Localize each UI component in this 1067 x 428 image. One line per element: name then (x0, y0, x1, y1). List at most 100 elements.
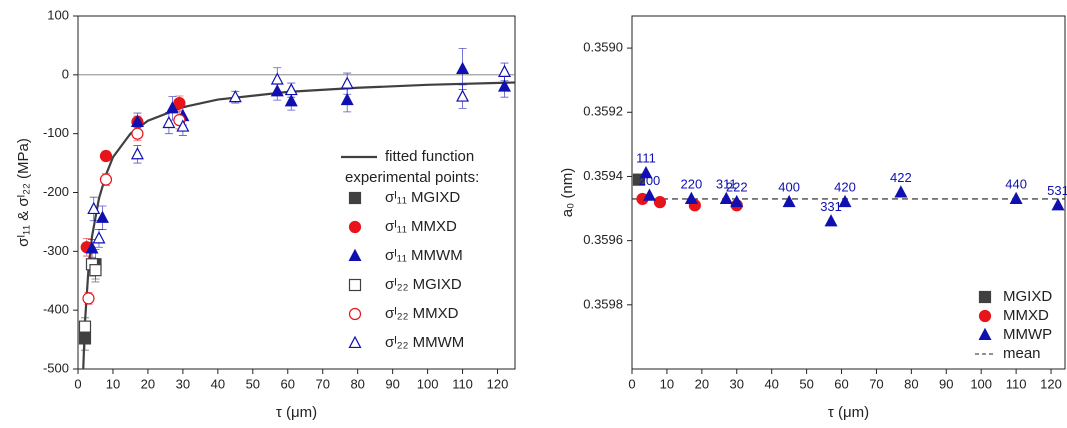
legend-key (348, 278, 362, 292)
legend-key (348, 335, 362, 349)
y-tick-label: 0 (62, 66, 69, 81)
data-point (632, 173, 646, 186)
data-point (173, 96, 186, 110)
x-tick-label: 90 (385, 376, 399, 391)
data-point (684, 191, 698, 204)
legend-label: σᴵ₂₂ MGIXD (385, 276, 462, 293)
legend-label: σᴵ₂₂ MMWM (385, 334, 464, 351)
x-tick-label: 60 (281, 376, 295, 391)
data-point (498, 79, 512, 92)
legend-heading: experimental points: (345, 169, 479, 186)
data-point (92, 231, 106, 244)
data-point (730, 194, 744, 208)
x-axis-title: τ (μm) (276, 404, 317, 421)
data-point (78, 320, 92, 333)
y-tick-label: -400 (43, 302, 69, 317)
legend-label: σᴵ₁₁ MMXD (385, 218, 457, 235)
y-axis-title: σᴵ₁₁ & σᴵ₂₂ (MPa) (15, 138, 32, 247)
y-tick-label: -200 (43, 184, 69, 199)
x-tick-label: 110 (452, 376, 473, 391)
y-tick-label: 0.3596 (583, 232, 623, 247)
x-tick-label: 70 (315, 376, 329, 391)
y-axis-title: a₀ (nm) (559, 168, 576, 218)
plot-frame (77, 15, 516, 370)
y-tick-label: -300 (43, 243, 69, 258)
legend-label: fitted function (385, 148, 474, 165)
x-tick-label: 120 (1040, 376, 1062, 391)
y-tick-label: 0.3590 (583, 40, 623, 55)
data-point (99, 149, 113, 163)
data-point (894, 185, 908, 198)
x-tick-label: 100 (970, 376, 992, 391)
data-point (456, 89, 470, 102)
x-tick-label: 50 (799, 376, 813, 391)
x-tick-label: 60 (834, 376, 848, 391)
data-point (642, 188, 656, 201)
point-label: 200 (639, 173, 661, 188)
y-tick-label: 100 (47, 7, 69, 22)
legend-key (348, 248, 362, 262)
data-point (838, 194, 852, 208)
x-tick-label: 70 (869, 376, 883, 391)
data-point (284, 94, 298, 107)
data-point (824, 214, 838, 227)
x-tick-label: 100 (417, 376, 439, 391)
legend-key (348, 220, 362, 234)
data-point (719, 191, 733, 204)
y-tick-label: 0.3592 (583, 104, 623, 119)
x-tick-label: 120 (487, 376, 509, 391)
data-point (270, 84, 284, 97)
point-label: 222 (726, 180, 748, 195)
x-tick-label: 0 (628, 376, 635, 391)
data-point (87, 201, 101, 215)
point-label: 111 (636, 151, 656, 166)
plot-frame (631, 15, 1066, 370)
x-tick-label: 40 (764, 376, 778, 391)
point-label: 311 (716, 176, 737, 191)
data-point (176, 119, 190, 132)
x-tick-label: 20 (695, 376, 709, 391)
data-point (228, 89, 242, 103)
data-point (653, 196, 667, 209)
legend-label: MGIXD (1003, 288, 1052, 305)
data-point (340, 76, 354, 89)
data-point (89, 264, 102, 277)
point-label: 440 (1005, 176, 1027, 191)
point-label: 531 (1047, 183, 1067, 198)
data-point (498, 64, 512, 77)
point-label: 422 (890, 170, 912, 185)
x-tick-label: 50 (246, 376, 260, 391)
legend-label: MMXD (1003, 307, 1049, 324)
data-point (162, 115, 176, 129)
point-label: 420 (834, 180, 856, 195)
y-tick-label: 0.3598 (583, 296, 623, 311)
data-point (270, 72, 284, 85)
data-point (284, 82, 298, 96)
data-point (99, 173, 113, 186)
legend-key (978, 290, 992, 304)
y-tick-label: -500 (43, 360, 69, 375)
point-label: 220 (681, 176, 703, 191)
legend-label: σᴵ₁₁ MGIXD (385, 189, 460, 206)
legend-label: mean (1003, 345, 1041, 362)
x-tick-label: 40 (211, 376, 225, 391)
legend-label: σᴵ₁₁ MMWM (385, 247, 463, 264)
y-tick-label: -100 (43, 125, 69, 140)
x-tick-label: 110 (1006, 376, 1027, 391)
y-tick-label: 0.3594 (583, 168, 623, 183)
data-point (130, 114, 144, 127)
data-point (1009, 191, 1023, 204)
legend-label: MMWP (1003, 326, 1052, 343)
data-point (131, 127, 144, 140)
data-point (456, 61, 470, 75)
x-tick-label: 80 (350, 376, 364, 391)
data-point (78, 332, 92, 345)
legend-key (348, 191, 362, 205)
data-point (782, 194, 796, 208)
x-tick-label: 10 (106, 376, 120, 391)
x-axis-title: τ (μm) (828, 404, 869, 421)
point-label: 400 (778, 180, 800, 195)
legend-key (348, 307, 362, 321)
data-point (130, 147, 144, 160)
